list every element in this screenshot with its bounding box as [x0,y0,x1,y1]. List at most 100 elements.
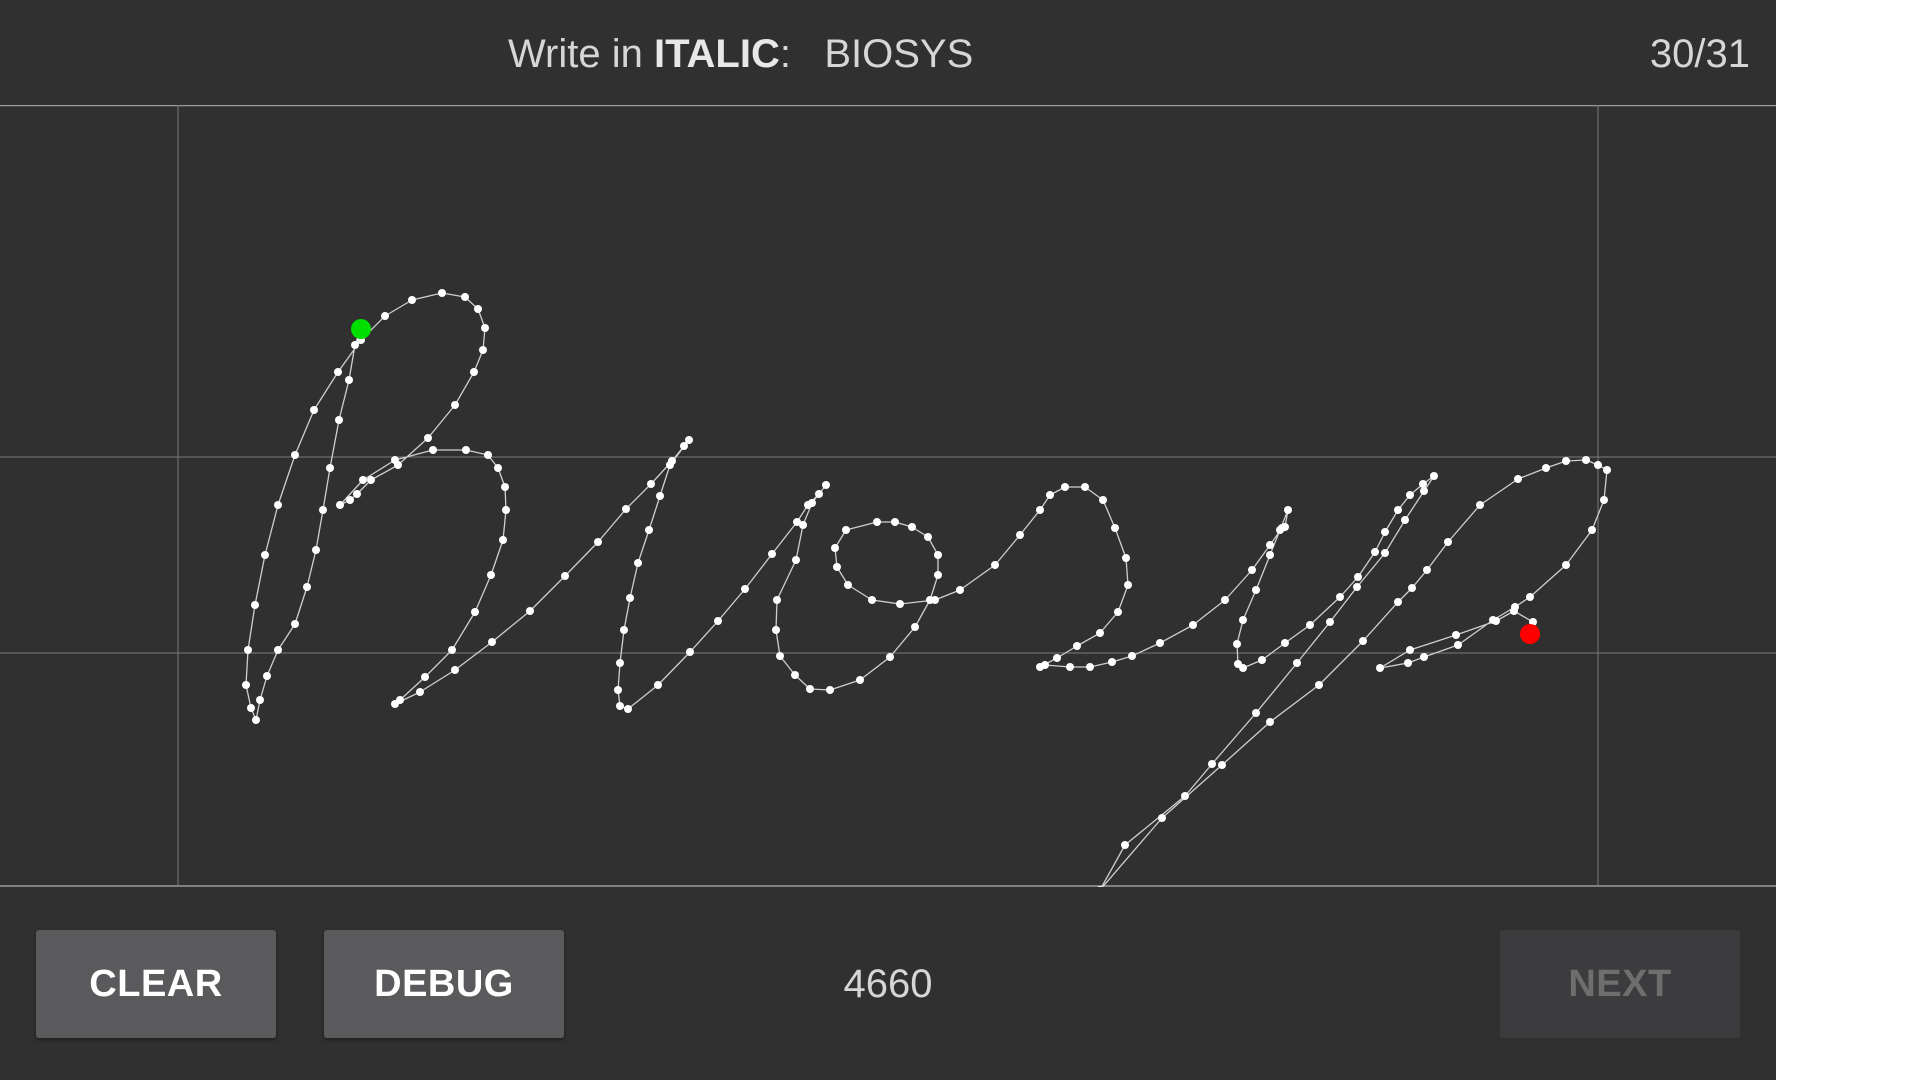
ink-point [1066,663,1074,671]
ink-point [353,490,361,498]
ink-point [242,681,250,689]
ink-point [501,483,509,491]
target-word: BIOSYS [824,32,974,76]
ink-point [1284,506,1292,514]
ink-point [686,648,694,656]
ink-point [1603,466,1611,474]
ink-point [622,505,630,513]
ink-point [1454,641,1462,649]
ink-point [256,696,264,704]
ink-point [656,492,664,500]
ink-point [626,594,634,602]
ink-point [891,518,899,526]
ink-point [351,341,359,349]
ink-point [451,401,459,409]
ink-point [1073,642,1081,650]
ink-point [1114,608,1122,616]
ink-point [1239,664,1247,672]
ink-point [429,446,437,454]
ink-point [647,480,655,488]
ink-point [438,289,446,297]
ink-point [326,464,334,472]
ink-point [1526,593,1534,601]
ink-point [251,601,259,609]
ink-point [291,451,299,459]
ink-point [634,559,642,567]
ink-point [934,551,942,559]
next-button[interactable]: NEXT [1500,930,1740,1038]
header-bar: Write in ITALIC: BIOSYS 30/31 [0,0,1776,105]
prompt-separator: : [779,32,791,76]
ink-point [367,476,375,484]
ink-point [911,623,919,631]
ink-point [792,556,800,564]
ink-point [833,563,841,571]
ink-point [1306,621,1314,629]
ink-point [822,481,830,489]
ink-point [842,526,850,534]
ink-point [252,716,260,724]
ink-point [561,572,569,580]
drawing-canvas[interactable] [0,105,1776,887]
ink-stroke [245,292,1608,887]
ink-point [1252,709,1260,717]
ink-point [1510,607,1518,615]
ink-point [1111,524,1119,532]
debug-button[interactable]: DEBUG [324,930,564,1038]
ink-point [1326,618,1334,626]
ink-point [526,607,534,615]
ink-point [1406,646,1414,654]
ink-point [1394,506,1402,514]
ink-point [1281,639,1289,647]
ink-point [479,346,487,354]
ink-point [594,538,602,546]
ink-point [1401,516,1409,524]
ink-point [335,416,343,424]
stroke-end-marker [1520,624,1540,644]
ink-point [645,526,653,534]
ink-point [1444,538,1452,546]
ink-point [1239,616,1247,624]
ink-point [806,685,814,693]
ink-point [451,666,459,674]
ink-point [1081,483,1089,491]
ink-point [1529,618,1537,626]
ink-point [620,626,628,634]
ink-point [1542,464,1550,472]
ink-point [868,596,876,604]
ink-point [844,581,852,589]
ink-point [1376,664,1384,672]
style-word: ITALIC [653,32,780,76]
ink-point [359,476,367,484]
handwriting-app: Write in ITALIC: BIOSYS 30/31 CLEAR DEBU… [0,0,1776,1080]
ink-point [1053,654,1061,662]
ink-point [461,293,469,301]
ink-point [494,464,502,472]
ink-point [1266,541,1274,549]
ink-point [502,506,510,514]
ink-surface[interactable] [0,105,1776,887]
ink-point [714,617,722,625]
ink-point [1266,718,1274,726]
ink-point [1423,566,1431,574]
ink-point [391,456,399,464]
ink-point [1041,661,1049,669]
ink-point [416,688,424,696]
ink-point [826,686,834,694]
ink-point [421,673,429,681]
clear-button[interactable]: CLEAR [36,930,276,1038]
ink-point [772,626,780,634]
ink-point [776,652,784,660]
ink-point [1189,621,1197,629]
ink-point [291,620,299,628]
ink-point [1315,681,1323,689]
ink-point [471,608,479,616]
ink-point [934,571,942,579]
ink-point [381,312,389,320]
ink-point [310,406,318,414]
ink-point [1588,526,1596,534]
ink-point [1492,617,1500,625]
ink-point [666,461,674,469]
ink-point [956,586,964,594]
ink-point [303,583,311,591]
